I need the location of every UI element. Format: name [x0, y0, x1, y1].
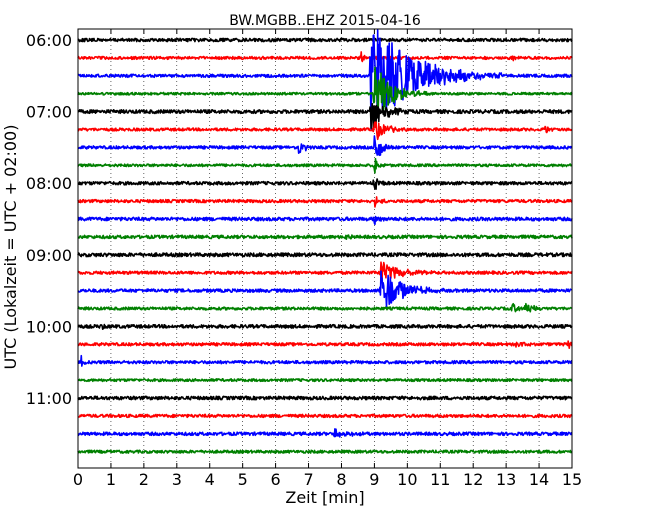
- seismic-trace: [77, 135, 573, 157]
- y-tick-label: 07:00: [26, 103, 72, 122]
- seismic-trace: [77, 215, 573, 226]
- x-tick-label: 13: [496, 470, 516, 489]
- seismic-trace: [77, 428, 573, 438]
- seismic-trace: [77, 234, 573, 240]
- y-tick-label: 09:00: [26, 246, 72, 265]
- y-tick-label: 10:00: [26, 317, 72, 336]
- trace-group: [77, 29, 573, 454]
- seismic-trace: [77, 121, 573, 141]
- x-tick-label: 12: [463, 470, 483, 489]
- seismic-trace: [77, 354, 573, 367]
- y-axis: 06:00 07:00 08:00 09:00 10:00 11:00: [26, 31, 572, 408]
- x-tick-label: 7: [303, 470, 313, 489]
- y-axis-label: UTC (Lokalzeit = UTC + 02:00): [1, 125, 20, 370]
- seismic-trace: [77, 37, 573, 43]
- seismic-trace: [77, 29, 573, 131]
- seismic-trace: [77, 270, 573, 308]
- seismic-trace: [77, 102, 573, 130]
- chart-title: BW.MGBB..EHZ 2015-04-16: [229, 13, 421, 29]
- seismic-trace: [77, 51, 573, 63]
- x-tick-label: 8: [336, 470, 346, 489]
- y-tick-label: 06:00: [26, 31, 72, 50]
- y-tick-label: 11:00: [26, 389, 72, 408]
- x-tick-label: 4: [205, 470, 215, 489]
- x-axis-label: Zeit [min]: [285, 488, 364, 507]
- seismic-trace: [77, 323, 573, 331]
- x-tick-label: 0: [73, 470, 83, 489]
- x-tick-label: 14: [529, 470, 549, 489]
- x-tick-label: 2: [139, 470, 149, 489]
- x-tick-label: 15: [562, 470, 582, 489]
- x-tick-label: 3: [172, 470, 182, 489]
- x-tick-label: 10: [397, 470, 417, 489]
- seismic-trace: [77, 302, 573, 313]
- x-tick-label: 1: [106, 470, 116, 489]
- seismic-trace: [77, 157, 573, 174]
- x-tick-label: 6: [271, 470, 281, 489]
- seismic-trace: [77, 340, 573, 349]
- seismic-trace: [77, 196, 573, 208]
- seismic-trace: [77, 252, 573, 258]
- seismic-trace: [77, 395, 573, 401]
- seismic-trace: [77, 178, 573, 190]
- x-tick-label: 11: [430, 470, 450, 489]
- seismic-trace: [77, 413, 573, 419]
- seismic-trace: [77, 261, 573, 280]
- x-tick-label: 9: [369, 470, 379, 489]
- seismic-trace: [77, 449, 573, 454]
- x-tick-label: 5: [238, 470, 248, 489]
- x-axis: 0 1 2 3 4 5 6 7 8 9 10 11 12 13 14 15: [73, 29, 582, 489]
- y-tick-label: 08:00: [26, 174, 72, 193]
- plot-frame: [77, 28, 573, 469]
- seismic-trace: [77, 66, 573, 116]
- seismic-trace: [77, 378, 573, 383]
